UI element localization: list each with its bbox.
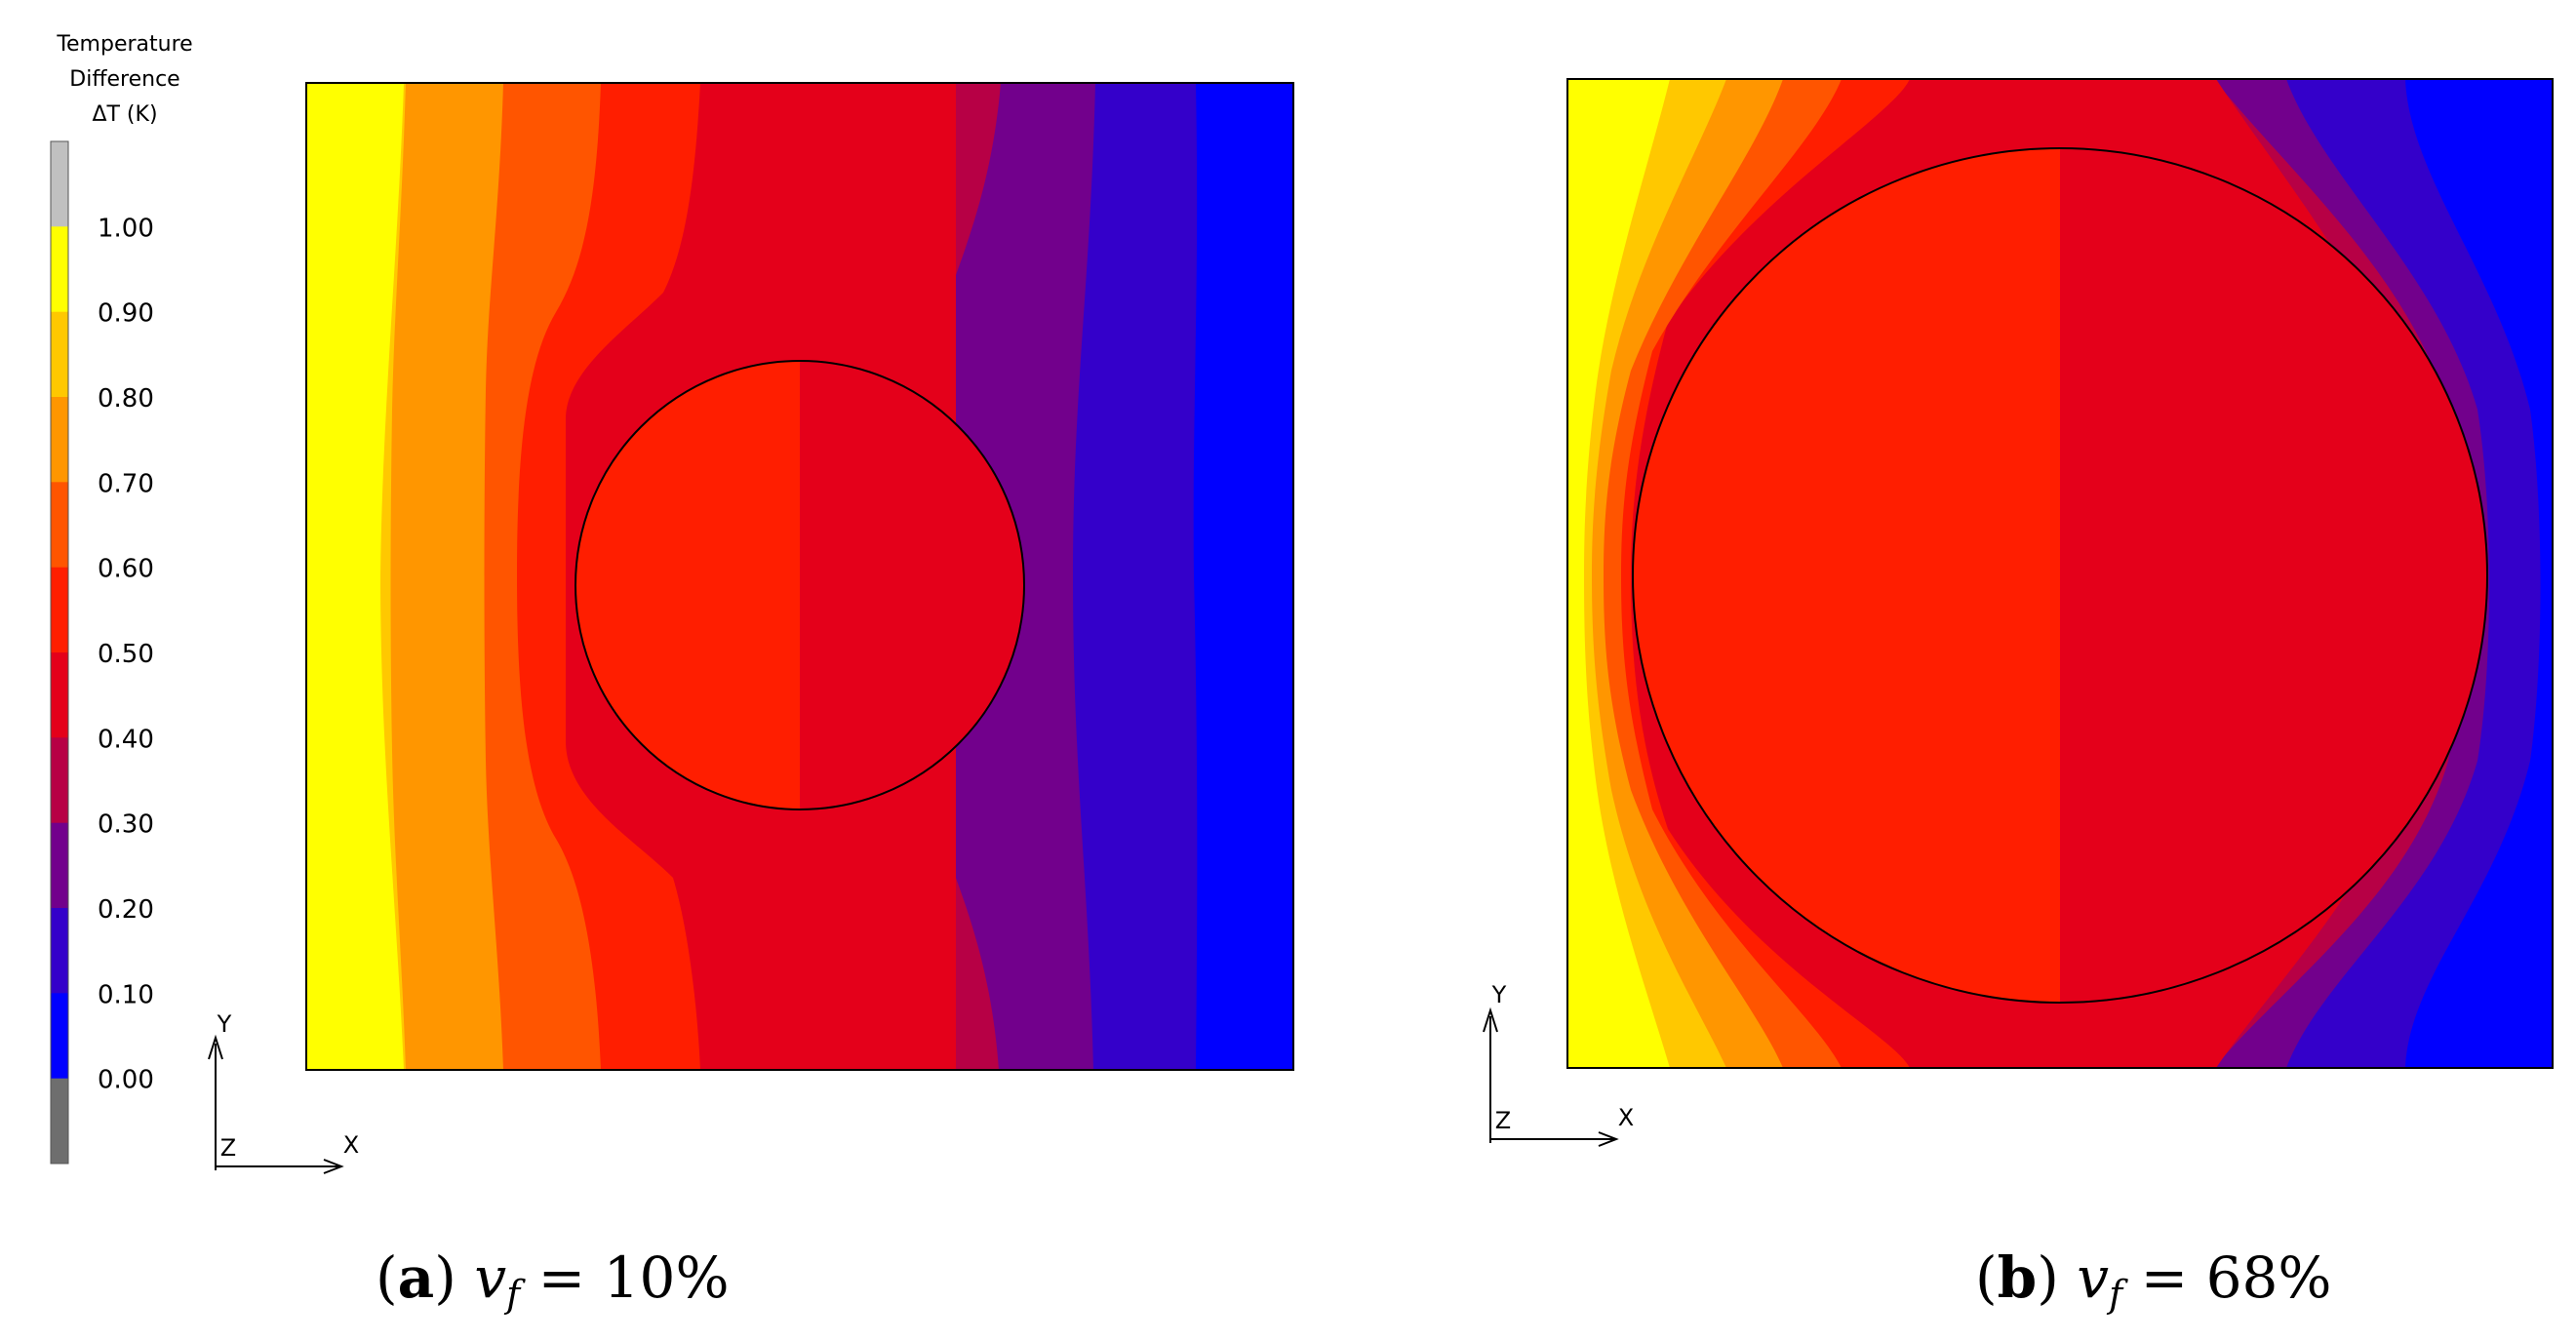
panel-a-caption: (a) vf = 10% [376, 1244, 730, 1316]
legend-tick-label: 0.90 [98, 299, 154, 329]
caption-a-letter: a [398, 1244, 435, 1311]
legend-tick-label: 0.40 [98, 725, 154, 754]
panel-b-axes-triad: Y Z X [1483, 981, 1634, 1147]
triad-a-y-arrow [208, 1034, 223, 1060]
legend-title-line-2: Difference [69, 67, 179, 92]
legend-tick-labels: 1.00 0.90 0.80 0.70 0.60 0.50 0.40 0.30 0.20 0.10… [98, 214, 154, 1094]
legend-swatch-2 [51, 311, 68, 398]
legend-swatch-9 [51, 908, 68, 994]
triad-b-z-label: Z [1495, 1107, 1511, 1134]
legend-tick-label: 0.60 [98, 555, 154, 584]
legend-swatch-11 [51, 1078, 68, 1164]
triad-b-y-arrow [1483, 1006, 1498, 1033]
legend-tick-label: 0.50 [98, 640, 154, 669]
inclusion-b-right-half [2060, 148, 2487, 1003]
fiber-inclusion-outline [575, 360, 1025, 810]
legend-swatch-6 [51, 652, 68, 738]
legend-swatch-4 [51, 482, 68, 569]
legend-title-line-1: Temperature [56, 32, 192, 57]
legend-tick-label: 0.20 [98, 895, 154, 925]
caption-b-close: ) [2037, 1244, 2077, 1311]
legend-swatch-3 [51, 397, 68, 483]
band-b-0-90 [1567, 79, 1670, 1068]
triad-a-x-arrow [323, 1159, 344, 1174]
legend-swatch-10 [51, 993, 68, 1080]
caption-a-open: ( [376, 1244, 398, 1311]
triad-a-x-label: X [343, 1131, 359, 1159]
inclusion-left-half [575, 361, 800, 809]
legend-bar-frame [50, 140, 69, 1164]
legend-swatch-0 [51, 141, 68, 227]
triad-b-x-arrow [1598, 1131, 1619, 1147]
legend-swatch-5 [51, 567, 68, 653]
caption-a-close: ) [434, 1244, 474, 1311]
panel-a-axes-triad: Y Z X [208, 1010, 359, 1174]
legend-swatch-8 [51, 822, 68, 909]
legend-title-line-3: ΔT (K) [92, 102, 157, 127]
panel-b-contour-plot [1567, 79, 2553, 1068]
band-0-90 [306, 83, 404, 1070]
panel-a-frame [305, 82, 1294, 1071]
triad-a-z-label: Z [220, 1134, 236, 1162]
legend-tick-label: 0.10 [98, 980, 154, 1009]
caption-b-var: v [2077, 1244, 2109, 1311]
fiber-inclusion-b-outline [1632, 147, 2488, 1004]
caption-a-value: = 10% [520, 1244, 729, 1311]
legend-tick-label: 0.70 [98, 469, 154, 498]
inclusion-right-half [800, 361, 1024, 809]
caption-a-var: v [474, 1244, 506, 1311]
caption-b-open: ( [1975, 1244, 1998, 1311]
panel-a-contour-plot [306, 83, 1293, 1070]
legend-swatch-7 [51, 737, 68, 824]
inclusion-b-left-half [1633, 148, 2060, 1003]
triad-b-y-label: Y [1491, 981, 1507, 1008]
panel-b-frame [1566, 78, 2554, 1069]
caption-b-value: = 68% [2122, 1244, 2331, 1311]
triad-a-y-label: Y [217, 1010, 232, 1038]
legend-tick-label: 0.30 [98, 810, 154, 840]
legend-tick-label: 1.00 [98, 214, 154, 243]
panel-a: Y Z X (a) vf = 10% [208, 82, 1294, 1316]
color-legend: Temperature Difference ΔT (K) 1.00 0.90 0.… [50, 32, 193, 1164]
panel-b: Y Z X (b) vf = 68% [1483, 78, 2554, 1316]
triad-b-x-label: X [1618, 1104, 1634, 1131]
legend-color-bar [50, 140, 69, 1164]
caption-b-letter: b [1998, 1244, 2038, 1311]
legend-tick-label: 0.80 [98, 384, 154, 414]
legend-swatch-1 [51, 226, 68, 313]
legend-tick-label: 0.00 [98, 1066, 154, 1095]
band-b-0-80 [1567, 79, 1726, 1068]
panel-b-caption: (b) vf = 68% [1975, 1244, 2332, 1316]
